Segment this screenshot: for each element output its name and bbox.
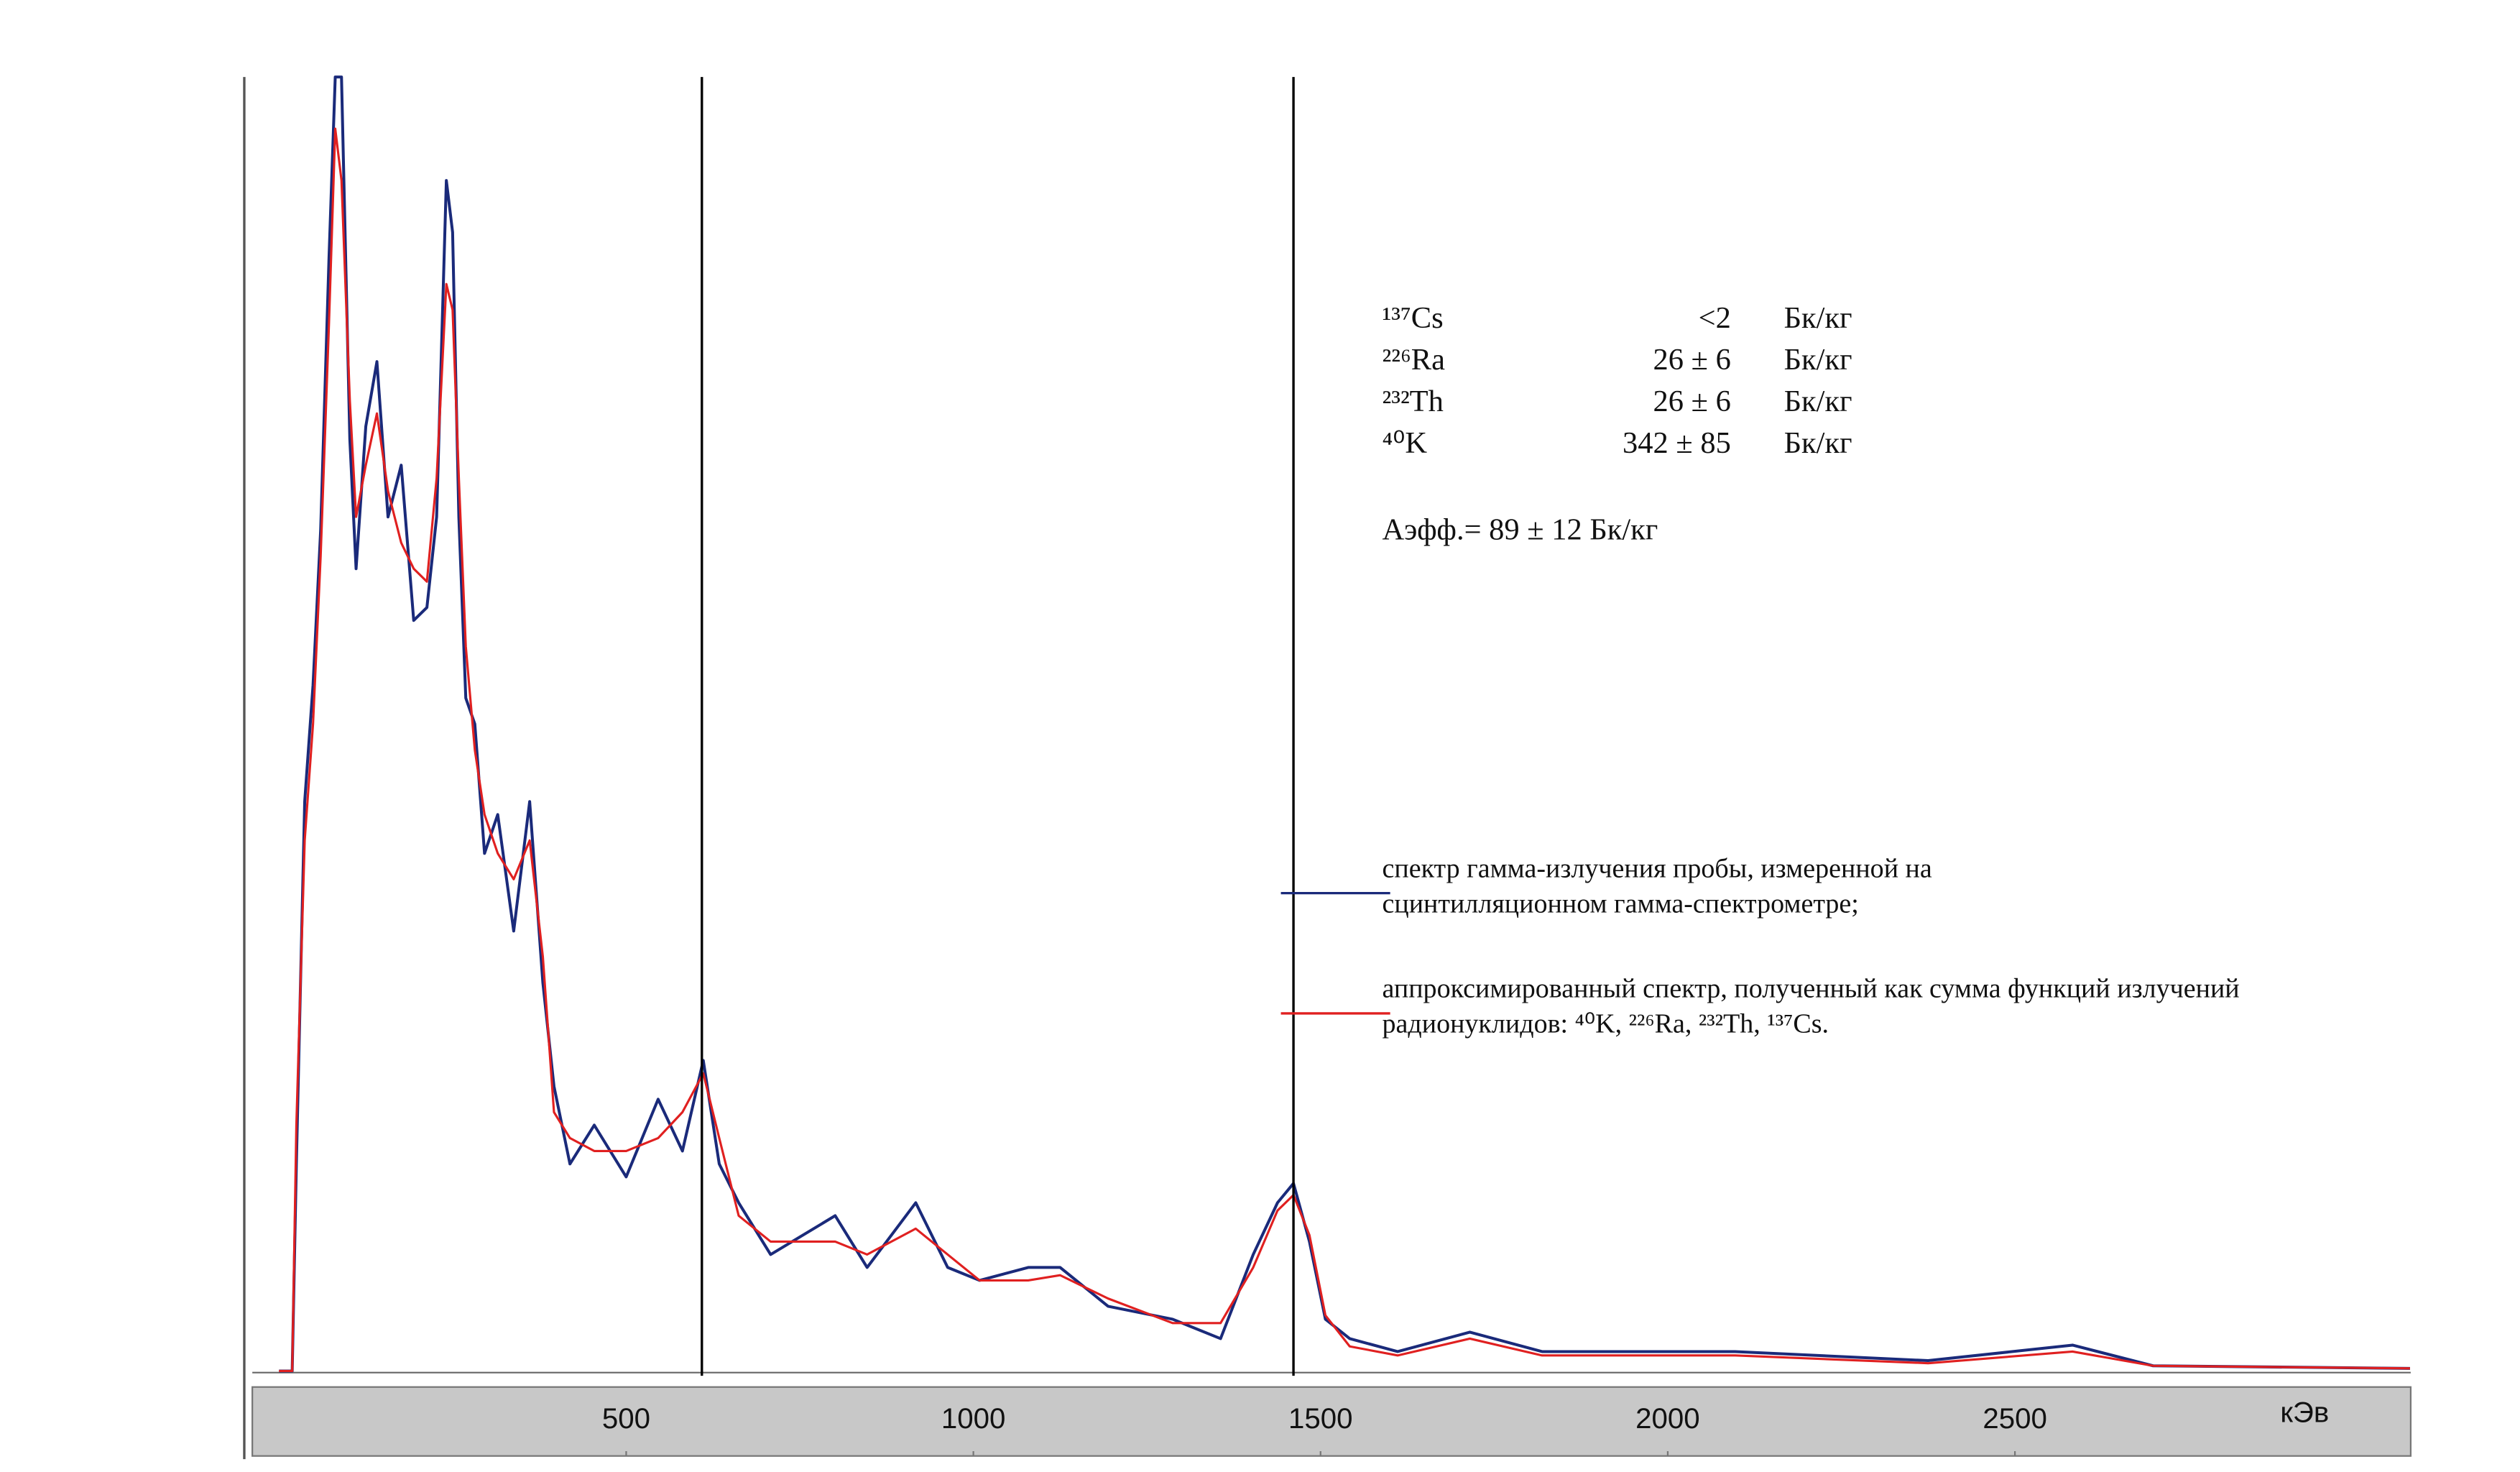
x-tick-label: 2500 (1983, 1402, 2047, 1435)
x-tick-label: 500 (602, 1402, 650, 1435)
spectrum-line (279, 127, 2410, 1373)
x-tick-label: 2000 (1635, 1402, 1700, 1435)
legend-label: спектр гамма-излучения пробы, измеренной… (1382, 852, 1932, 919)
nuclide: ⁴⁰K (1382, 426, 1427, 460)
legend-entry: аппроксимированный спектр, полученный ка… (1382, 973, 2240, 1039)
x-axis-label: кЭв (2280, 1396, 2329, 1428)
activity: 26 ± 6 (1653, 385, 1731, 418)
unit: Бк/кг (1784, 385, 1852, 418)
effective-activity: Аэфф.= 89 ± 12 Бк/кг (1382, 512, 1658, 546)
legend-label: аппроксимированный спектр, полученный ка… (1382, 973, 2240, 1039)
nuclide: ²²⁶Ra (1382, 343, 1445, 377)
x-tick-label: 1000 (941, 1402, 1006, 1435)
unit: Бк/кг (1784, 343, 1852, 377)
x-tick-label: 1500 (1288, 1402, 1353, 1435)
nuclide: ¹³⁷Cs (1382, 301, 1443, 335)
activity: 26 ± 6 (1653, 343, 1731, 377)
x-axis-bar (251, 1386, 2412, 1457)
unit: Бк/кг (1784, 301, 1852, 335)
legend-entry: спектр гамма-излучения пробы, измеренной… (1382, 852, 1932, 919)
nuclide: ²³²Th (1382, 385, 1443, 418)
unit: Бк/кг (1784, 426, 1852, 460)
activity: <2 (1699, 301, 1731, 335)
activity: 342 ± 85 (1623, 426, 1731, 460)
